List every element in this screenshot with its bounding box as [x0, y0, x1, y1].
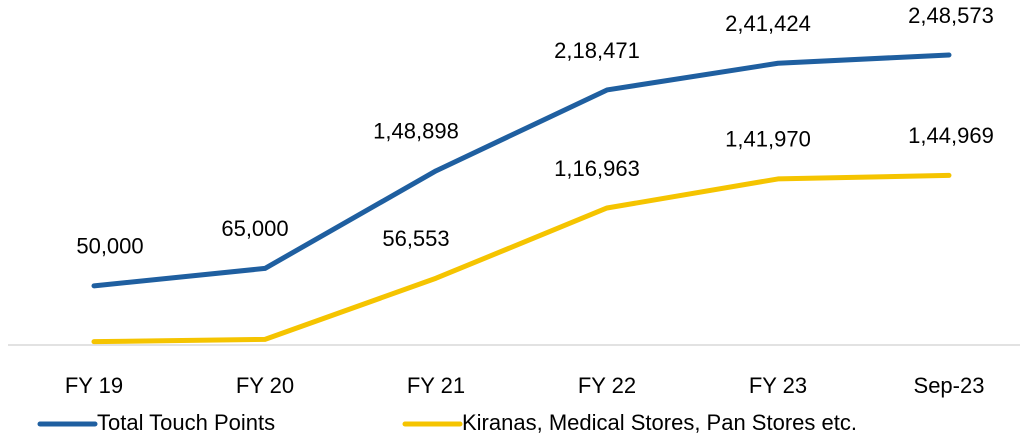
x-tick-label: Sep-23	[914, 373, 985, 398]
legend-label: Kiranas, Medical Stores, Pan Stores etc.	[462, 410, 857, 435]
data-label: 1,16,963	[554, 156, 640, 181]
data-label: 2,48,573	[908, 3, 994, 28]
series-line	[91, 52, 952, 289]
data-label: 56,553	[382, 226, 449, 251]
x-tick-label: FY 22	[578, 373, 636, 398]
data-label: 2,18,471	[554, 38, 640, 63]
x-tick-label: FY 20	[236, 373, 294, 398]
legend-label: Total Touch Points	[97, 410, 275, 435]
x-tick-label: FY 19	[65, 373, 123, 398]
series-line	[91, 172, 952, 345]
data-label: 50,000	[76, 234, 143, 259]
data-label: 1,44,969	[908, 123, 994, 148]
x-tick-label: FY 23	[749, 373, 807, 398]
x-tick-label: FY 21	[407, 373, 465, 398]
data-label: 65,000	[221, 216, 288, 241]
data-label: 2,41,424	[725, 11, 811, 36]
data-label: 1,48,898	[373, 119, 459, 144]
data-label: 1,41,970	[725, 127, 811, 152]
